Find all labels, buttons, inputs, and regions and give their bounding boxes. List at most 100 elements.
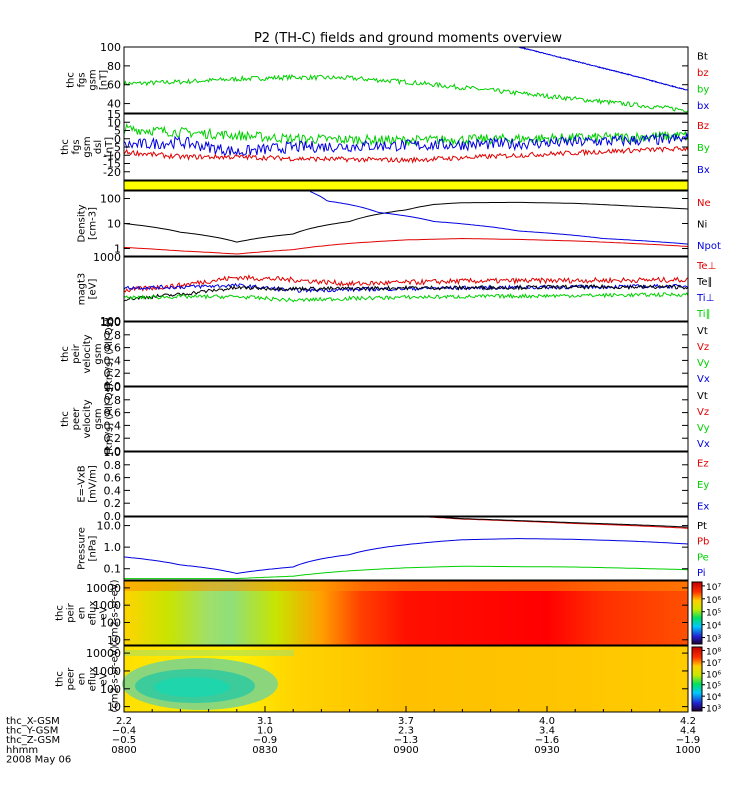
- y-tick-label: 0.4: [104, 354, 122, 367]
- y-tick-label: 100: [100, 683, 121, 696]
- y-tick-label: 10: [107, 116, 121, 129]
- y-tick-label: 1.0: [104, 541, 122, 554]
- panel-frame: [123, 113, 689, 181]
- heatmap-top-band: [124, 581, 688, 591]
- y-tick-label: 0.6: [104, 472, 122, 485]
- y-axis-label-line: thc: [60, 411, 71, 427]
- x-axis-value: 3.1: [257, 716, 273, 727]
- colorbar-label: 10⁷: [706, 583, 721, 593]
- x-axis-value: −0.9: [253, 735, 277, 746]
- series-line-Te⊥: [124, 274, 688, 293]
- y-axis-label-line: thc: [66, 72, 77, 88]
- legend-entry-Pb: Pb: [697, 537, 709, 548]
- panel-mag: 1000 100 magt3 [eV] Te⊥ Te∥ Ti⊥ Ti∥: [77, 251, 717, 328]
- colorbar-label: 10⁵: [706, 609, 721, 619]
- x-axis-value: 1.0: [257, 726, 273, 737]
- x-axis-row-label: thc_Y-GSM: [6, 726, 58, 737]
- panel-frame: [123, 386, 689, 452]
- y-axis-label-line: dsl: [93, 140, 104, 154]
- heatmap-field: [124, 581, 688, 645]
- y-tick-label: 1000: [93, 665, 121, 678]
- y-axis-label-line: magt3: [77, 273, 88, 306]
- y-tick-label: 10: [107, 218, 121, 231]
- series-line-Bz: [124, 146, 688, 164]
- panel-frame: [123, 256, 689, 322]
- y-tick-label: 1: [114, 242, 121, 255]
- x-axis-value: 0930: [534, 745, 559, 756]
- y-tick-label: 10: [107, 701, 121, 714]
- x-axis-value: 3.7: [398, 716, 414, 727]
- y-axis-label-line: [eV]: [88, 279, 99, 300]
- legend-entry-Pt: Pt: [697, 521, 707, 532]
- y-axis-label-line: gsm: [88, 69, 99, 90]
- y-axis-label-line: peir: [66, 602, 77, 622]
- y-axis-label-line: gsm: [82, 136, 93, 157]
- y-axis-label-line: eflux: [88, 601, 99, 626]
- y-axis-label-line: eflux: [88, 667, 99, 692]
- y-axis-label-line: gsm: [93, 343, 104, 364]
- x-axis-value: 4.0: [539, 716, 555, 727]
- y-axis-label-line: eV: [99, 606, 110, 619]
- panel-frame: [123, 321, 689, 387]
- y-tick-label: 0.8: [104, 329, 122, 342]
- y-tick-label: 100: [100, 616, 121, 629]
- y-tick-label: 0.6: [104, 342, 122, 355]
- x-axis-value: 2.2: [116, 716, 132, 727]
- y-axis-label-line: [km/s] (All Qs): [104, 318, 115, 390]
- series-line-Pi: [124, 538, 688, 575]
- legend-entry-Bt: Bt: [697, 51, 708, 62]
- y-tick-label: 0: [114, 133, 121, 146]
- y-tick-label: 0.2: [104, 432, 122, 445]
- colorbar-label: 10⁵: [706, 682, 721, 692]
- legend-entry-Ti⊥: Ti⊥: [696, 293, 714, 304]
- y-axis-label-line: fgs: [71, 139, 82, 154]
- legend-entry-Npot: Npot: [697, 241, 721, 252]
- y-axis-label-line: peer: [71, 407, 82, 431]
- y-axis-label-line: gsm: [93, 408, 104, 429]
- y-axis-label-line: (cm2-s-sr-eV): [110, 645, 121, 712]
- legend-entry-Vz: Vz: [697, 342, 709, 353]
- y-tick-label: 1000: [93, 599, 121, 612]
- y-tick-label: 0.0: [104, 380, 122, 393]
- y-tick-label: 40: [107, 98, 121, 111]
- legend-entry-Bz: Bz: [697, 121, 709, 132]
- x-axis-value: −1.3: [394, 735, 418, 746]
- panel-peir-spec: 10⁷ 10⁶ 10⁵ 10⁴ 10³ 10000 1000 100 10 thc peir en ef…: [55, 579, 722, 646]
- legend-entry-Vx: Vx: [697, 439, 710, 450]
- plot-title: P2 (TH-C) fields and ground moments over…: [254, 31, 562, 46]
- series-line-Te∥: [124, 283, 688, 302]
- panel-pressure: 10.0 1.0 0.1 Pressure [nPa] Pt Pb Pe Pi: [77, 516, 709, 581]
- y-tick-label: 10000: [86, 647, 121, 660]
- y-axis-label-line: [nT]: [104, 137, 115, 157]
- y-tick-label: 10.0: [97, 520, 122, 533]
- y-axis-label-line: thc: [55, 671, 66, 687]
- x-axis-value: −0.5: [112, 735, 136, 746]
- y-axis-label-line: fgs: [77, 72, 88, 87]
- legend-entry-Vz: Vz: [697, 407, 709, 418]
- y-tick-label: 15: [107, 108, 121, 121]
- y-axis-label-line: velocity: [82, 399, 93, 438]
- y-tick-label: 0.1: [104, 563, 122, 576]
- x-axis-value: 4.2: [680, 716, 696, 727]
- y-axis-label-line: [nPa]: [88, 535, 99, 561]
- y-tick-label: 1000: [93, 251, 121, 264]
- legend-entry-Bx: Bx: [697, 165, 710, 176]
- colorbar-label: 10⁶: [706, 670, 721, 680]
- y-tick-label: -15: [103, 158, 121, 171]
- y-tick-label: 0.8: [104, 459, 122, 472]
- colorbar-label: 10⁸: [706, 647, 721, 657]
- colorbar: [691, 646, 703, 712]
- x-axis-value: 0800: [111, 745, 136, 756]
- legend-entry-Pi: Pi: [697, 568, 706, 579]
- x-axis-value: 3.4: [539, 726, 555, 737]
- colorbar-label: 10³: [706, 635, 721, 645]
- series-line-bx: [518, 47, 688, 91]
- legend-entry-Vt: Vt: [697, 391, 708, 402]
- legend-entry-Vy: Vy: [697, 423, 710, 434]
- legend-entry-Vy: Vy: [697, 358, 710, 369]
- y-tick-label: 0.2: [104, 497, 122, 510]
